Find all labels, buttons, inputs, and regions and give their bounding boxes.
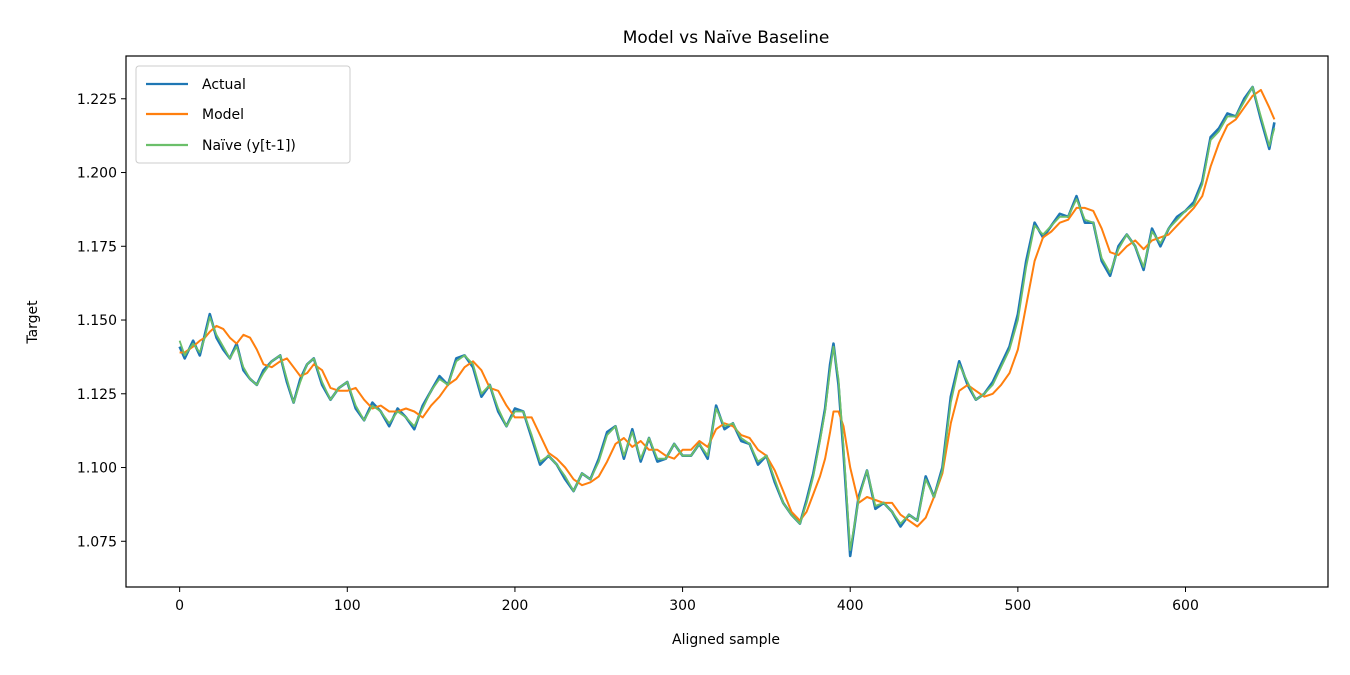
- y-axis-label: Target: [25, 300, 41, 345]
- legend: Actual Model Naïve (y[t-1]): [135, 65, 351, 164]
- x-tick-label: 600: [1172, 598, 1199, 614]
- x-axis: 0 100 200 300 400 500 600: [175, 587, 1199, 614]
- legend-label-model: Model: [202, 107, 244, 123]
- y-tick-label: 1.125: [77, 387, 117, 403]
- x-tick-label: 0: [175, 598, 184, 614]
- x-axis-label: Aligned sample: [672, 632, 780, 648]
- chart-title: Model vs Naïve Baseline: [623, 28, 830, 48]
- x-tick-label: 300: [669, 598, 696, 614]
- series-line-model: [179, 88, 1276, 528]
- y-tick-label: 1.150: [77, 313, 117, 329]
- series-line-naive: [178, 86, 1276, 551]
- x-tick-label: 500: [1004, 598, 1031, 614]
- x-tick-label: 400: [837, 598, 864, 614]
- plot-frame: [125, 55, 1329, 588]
- legend-label-naive: Naïve (y[t-1]): [202, 138, 296, 154]
- x-tick-label: 200: [502, 598, 529, 614]
- x-tick-label: 100: [334, 598, 361, 614]
- y-tick-label: 1.075: [77, 534, 117, 550]
- y-tick-label: 1.225: [77, 92, 117, 108]
- series-layer: [178, 85, 1276, 558]
- y-tick-label: 1.100: [77, 461, 117, 477]
- y-tick-label: 1.175: [77, 239, 117, 255]
- y-tick-label: 1.200: [77, 166, 117, 182]
- legend-label-actual: Actual: [202, 77, 246, 93]
- y-axis: 1.075 1.100 1.125 1.150 1.175 1.200 1.225: [77, 92, 126, 550]
- legend-box: [135, 65, 351, 164]
